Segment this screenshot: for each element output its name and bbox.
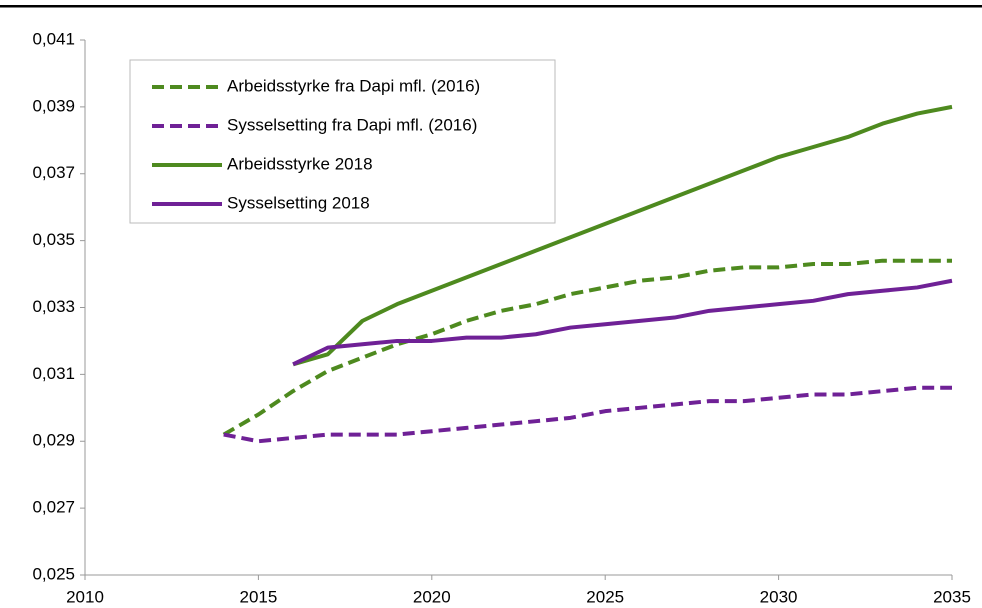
legend-label: Sysselsetting 2018 xyxy=(227,193,370,212)
y-tick-label: 0,029 xyxy=(32,431,75,450)
top-rule xyxy=(0,5,982,8)
x-tick-label: 2030 xyxy=(760,587,798,606)
legend-box xyxy=(129,59,556,224)
legend-label: Sysselsetting fra Dapi mfl. (2016) xyxy=(227,115,477,134)
x-tick-label: 2020 xyxy=(413,587,451,606)
y-tick-label: 0,025 xyxy=(32,564,75,583)
series-line xyxy=(222,258,952,437)
y-tick-label: 0,033 xyxy=(32,297,75,316)
x-tick-label: 2025 xyxy=(586,587,624,606)
x-tick-label: 2015 xyxy=(239,587,277,606)
y-tick-label: 0,035 xyxy=(32,230,75,249)
legend-label: Arbeidsstyrke fra Dapi mfl. (2016) xyxy=(227,76,480,95)
series-line xyxy=(223,385,952,444)
y-tick-label: 0,037 xyxy=(32,163,75,182)
y-tick-label: 0,031 xyxy=(32,364,75,383)
legend-label: Arbeidsstyrke 2018 xyxy=(227,154,373,173)
y-tick-label: 0,027 xyxy=(32,498,75,517)
y-tick-label: 0,039 xyxy=(32,96,75,115)
x-tick-label: 2010 xyxy=(66,587,104,606)
series-line xyxy=(292,104,953,367)
y-tick-label: 0,041 xyxy=(32,29,75,48)
x-tick-label: 2035 xyxy=(933,587,971,606)
series-line xyxy=(292,278,953,367)
